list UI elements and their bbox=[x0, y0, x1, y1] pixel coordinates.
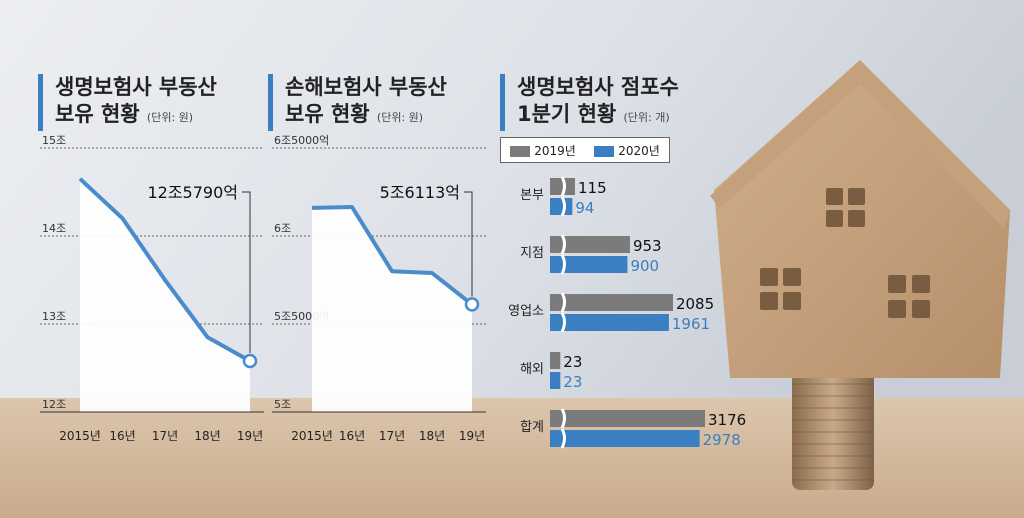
x-tick-label: 19년 bbox=[459, 429, 485, 443]
axis-break-mark bbox=[560, 292, 566, 313]
annotation-leader bbox=[242, 191, 251, 354]
life-realestate-chart: 12조 13조 14조 15조 12조5790억 2015년 16년 17년 18년 19년 bbox=[40, 134, 264, 443]
title-line-2: 보유 현황 bbox=[55, 102, 140, 126]
title-line-1: 생명보험사 부동산 bbox=[55, 75, 217, 99]
unit-label: (단위: 원) bbox=[146, 111, 194, 124]
axis-break-mark bbox=[560, 176, 566, 197]
title-line-1: 생명보험사 점포수 bbox=[517, 75, 679, 99]
value-label: 3176 bbox=[708, 411, 746, 429]
annotation-label: 5조6113억 bbox=[380, 183, 460, 202]
unit-label: (단위: 원) bbox=[376, 111, 424, 124]
x-tick-label: 18년 bbox=[194, 429, 220, 443]
bar bbox=[550, 314, 669, 331]
bar bbox=[550, 198, 573, 215]
title-line-2: 1분기 현황 bbox=[517, 102, 617, 126]
legend-swatch-2019 bbox=[510, 145, 531, 157]
axis-break-mark bbox=[560, 428, 566, 449]
value-label: 2978 bbox=[703, 431, 741, 449]
value-label: 23 bbox=[563, 373, 582, 391]
y-tick-label: 13조 bbox=[42, 310, 66, 323]
x-tick-label: 2015년 bbox=[59, 429, 101, 443]
x-tick-label: 2015년 bbox=[291, 429, 333, 443]
value-label: 953 bbox=[633, 237, 662, 255]
area-fill bbox=[80, 178, 250, 412]
annotation-leader bbox=[464, 191, 473, 297]
legend-label-2019: 2019년 bbox=[534, 143, 576, 158]
x-tick-label: 19년 bbox=[237, 429, 263, 443]
bar bbox=[550, 236, 630, 253]
area-fill bbox=[312, 206, 472, 412]
category-label: 영업소 bbox=[508, 304, 544, 319]
y-tick-label: 6조5000억 bbox=[274, 134, 329, 147]
bar bbox=[550, 430, 700, 447]
legend-swatch-2020 bbox=[594, 145, 615, 157]
wooden-house bbox=[710, 60, 1010, 378]
legend: 2019년 2020년 bbox=[500, 137, 670, 163]
y-tick-label: 5조 bbox=[274, 398, 291, 411]
data-point-last bbox=[242, 353, 258, 369]
coin-stack bbox=[792, 372, 874, 490]
bar bbox=[550, 372, 561, 389]
panel-title-life-realestate: 생명보험사 부동산 보유 현황 (단위: 원) bbox=[38, 74, 217, 131]
bar bbox=[550, 352, 561, 369]
y-tick-label: 15조 bbox=[42, 134, 66, 147]
title-line-1: 손해보험사 부동산 bbox=[285, 75, 447, 99]
category-label: 해외 bbox=[520, 362, 544, 377]
series-line bbox=[311, 204, 474, 306]
y-tick-label: 12조 bbox=[42, 398, 66, 411]
x-tick-label: 16년 bbox=[339, 429, 365, 443]
axis-break-mark bbox=[560, 234, 566, 255]
value-label: 23 bbox=[563, 353, 582, 371]
x-tick-label: 17년 bbox=[379, 429, 405, 443]
axis-break-mark bbox=[560, 196, 566, 217]
bar bbox=[550, 410, 705, 427]
unit-label: (단위: 개) bbox=[623, 111, 670, 124]
panel-title-life-branches: 생명보험사 점포수 1분기 현황 (단위: 개) bbox=[500, 74, 679, 131]
axis-break-mark bbox=[560, 408, 566, 429]
data-point-last bbox=[464, 297, 480, 312]
bar bbox=[550, 256, 628, 273]
panel-title-nonlife-realestate: 손해보험사 부동산 보유 현황 (단위: 원) bbox=[268, 74, 447, 131]
axis-break-mark bbox=[560, 254, 566, 275]
category-label: 합계 bbox=[520, 420, 544, 435]
value-label: 115 bbox=[578, 179, 607, 197]
value-label: 94 bbox=[575, 199, 594, 217]
x-tick-label: 17년 bbox=[152, 429, 178, 443]
bar bbox=[550, 294, 673, 311]
y-tick-label: 6조 bbox=[274, 222, 291, 235]
value-label: 1961 bbox=[672, 315, 710, 333]
y-tick-label: 14조 bbox=[42, 222, 66, 235]
x-tick-label: 18년 bbox=[419, 429, 445, 443]
series-line bbox=[78, 177, 251, 363]
value-label: 900 bbox=[630, 257, 659, 275]
x-tick-label: 16년 bbox=[109, 429, 135, 443]
category-label: 지점 bbox=[520, 246, 544, 261]
legend-item-2020: 2020년 bbox=[594, 142, 660, 159]
axis-break-mark bbox=[560, 312, 566, 333]
value-label: 2085 bbox=[676, 295, 714, 313]
category-label: 본부 bbox=[520, 188, 544, 203]
legend-label-2020: 2020년 bbox=[618, 143, 660, 158]
branch-count-bar-chart: 본부 115 94 지점 953 900 영업소 2085 1961 해외 23 23 합계 3176 29… bbox=[508, 176, 746, 449]
title-line-2: 보유 현황 bbox=[285, 102, 370, 126]
bar bbox=[550, 178, 575, 195]
annotation-label: 12조5790억 bbox=[147, 183, 238, 202]
legend-item-2019: 2019년 bbox=[510, 142, 576, 159]
